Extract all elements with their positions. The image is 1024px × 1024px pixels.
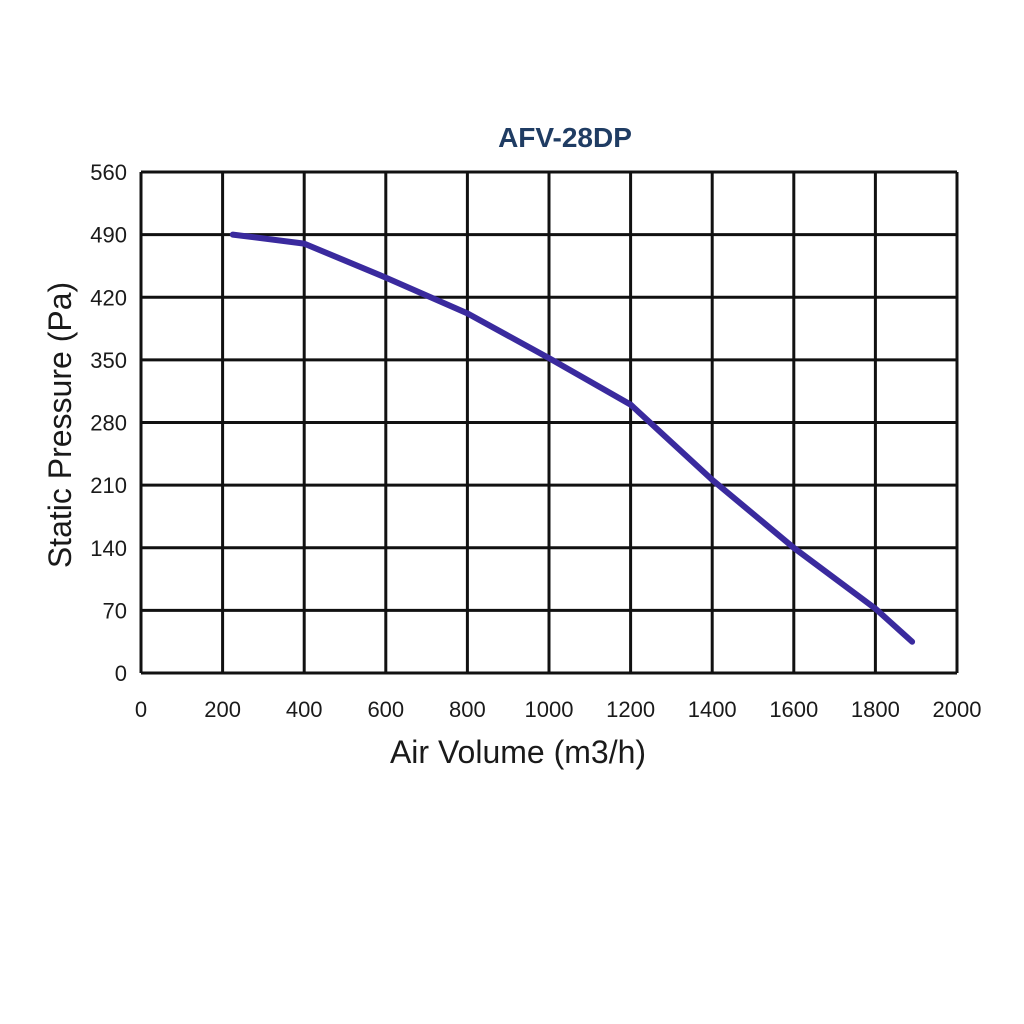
chart-title: AFV-28DP	[498, 122, 632, 153]
y-tick-label: 70	[103, 598, 127, 623]
x-tick-label: 600	[367, 697, 404, 722]
x-tick-label: 1200	[606, 697, 655, 722]
y-tick-label: 560	[90, 160, 127, 185]
y-axis-ticks: 0 70 140 210 280 350 420 490 560	[90, 160, 127, 686]
x-tick-label: 1000	[525, 697, 574, 722]
x-tick-label: 1400	[688, 697, 737, 722]
grid	[139, 170, 959, 675]
y-tick-label: 210	[90, 473, 127, 498]
y-tick-label: 420	[90, 285, 127, 310]
x-tick-label: 1800	[851, 697, 900, 722]
y-axis-label: Static Pressure (Pa)	[42, 282, 78, 568]
x-axis-label: Air Volume (m3/h)	[390, 734, 646, 770]
y-tick-label: 490	[90, 223, 127, 248]
x-tick-label: 1600	[769, 697, 818, 722]
x-axis-ticks: 0 200 400 600 800 1000 1200 1400 1600 1800 2000	[135, 697, 982, 722]
x-tick-label: 2000	[933, 697, 982, 722]
y-tick-label: 0	[115, 661, 127, 686]
x-tick-label: 800	[449, 697, 486, 722]
series-line	[229, 231, 916, 645]
x-tick-label: 200	[204, 697, 241, 722]
y-tick-label: 350	[90, 348, 127, 373]
x-tick-label: 0	[135, 697, 147, 722]
y-tick-label: 140	[90, 536, 127, 561]
x-tick-label: 400	[286, 697, 323, 722]
y-tick-label: 280	[90, 411, 127, 436]
